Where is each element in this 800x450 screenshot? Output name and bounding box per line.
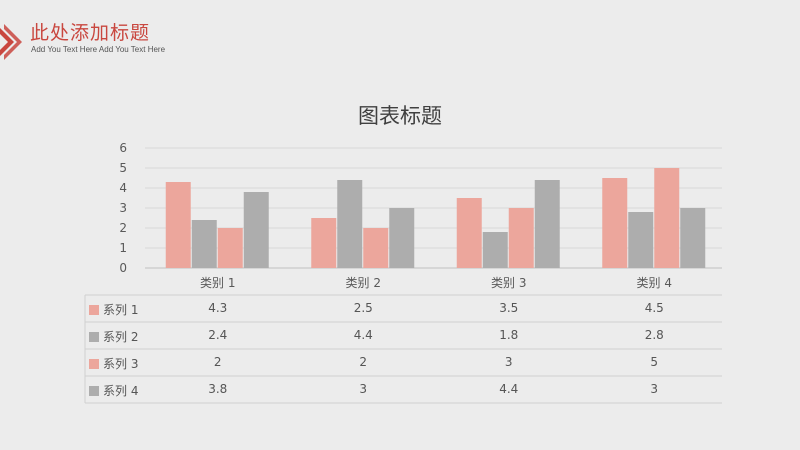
bar [243,192,269,268]
y-tick-label: 4 [119,181,127,195]
bar [654,168,680,268]
bar [602,178,628,268]
x-tick-label: 类别 2 [346,276,381,290]
bar [628,212,654,268]
y-tick-label: 0 [119,261,127,275]
bar [337,180,363,268]
legend-label: 系列 1 [103,303,139,317]
table-cell: 3.8 [208,382,228,396]
page-subtitle: Add You Text Here Add You Text Here [31,45,166,54]
table-cell: 3.5 [499,301,519,315]
bar [389,208,415,268]
table-row-legend: 系列 4 [89,382,138,399]
table-row-legend: 系列 1 [89,301,138,318]
table-cell: 2.5 [353,301,373,315]
legend-label: 系列 3 [103,357,139,371]
table-cell: 1.8 [499,328,519,342]
table-cell: 3 [650,382,659,396]
table-cell: 2.4 [208,328,228,342]
table-cell: 5 [650,355,659,369]
table-cell: 2.8 [644,328,664,342]
table-cell: 3 [504,355,513,369]
x-tick-label: 类别 3 [491,276,526,290]
bar [508,208,534,268]
page-title: 此处添加标题 [30,22,151,44]
bar [217,228,243,268]
x-tick-label: 类别 4 [637,276,672,290]
chart-title: 图表标题 [358,104,442,128]
legend-swatch [89,386,99,396]
bar [482,232,508,268]
table-row-legend: 系列 2 [89,328,138,345]
legend-swatch [89,359,99,369]
table-cell: 2 [213,355,222,369]
y-tick-label: 6 [119,141,127,155]
bar [311,218,337,268]
legend-label: 系列 2 [103,330,139,344]
table-cell: 4.5 [644,301,664,315]
table-cell: 3 [359,382,368,396]
bar [165,182,191,268]
bar [680,208,706,268]
y-tick-label: 3 [119,201,127,215]
legend-label: 系列 4 [103,384,139,398]
table-cell: 4.3 [208,301,228,315]
legend-swatch [89,305,99,315]
bar [534,180,560,268]
bar [363,228,389,268]
chevron-diamond-icon [0,24,22,60]
bar [456,198,482,268]
table-row-legend: 系列 3 [89,355,138,372]
y-tick-label: 5 [119,161,127,175]
bar [191,220,217,268]
y-tick-label: 2 [119,221,127,235]
table-cell: 4.4 [499,382,519,396]
y-tick-label: 1 [119,241,127,255]
table-cell: 4.4 [353,328,373,342]
table-cell: 2 [359,355,368,369]
x-tick-label: 类别 1 [200,276,235,290]
legend-swatch [89,332,99,342]
